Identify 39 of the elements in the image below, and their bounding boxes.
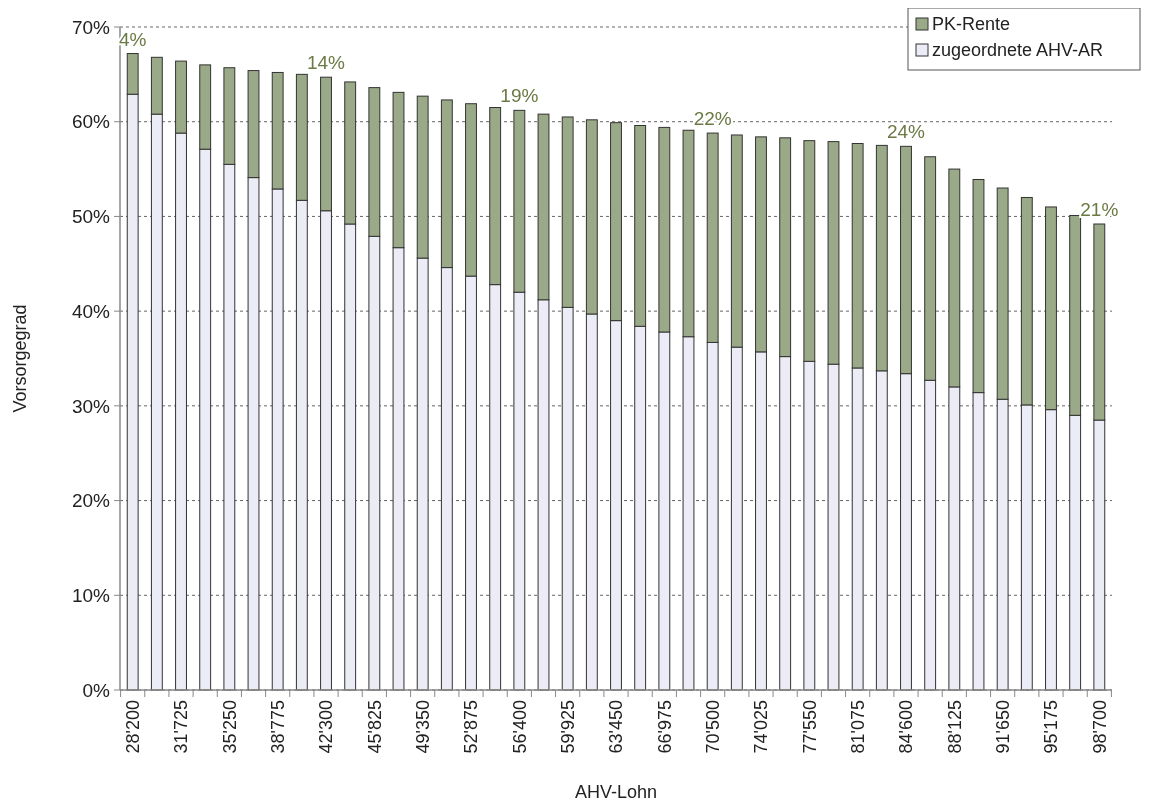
y-tick-label: 10%	[71, 584, 111, 606]
y-tick-label: 40%	[71, 300, 111, 322]
x-tick-label: 52'875	[461, 700, 482, 754]
data-label: 19%	[500, 85, 539, 107]
data-label: 21%	[1080, 199, 1119, 221]
x-tick-label: 56'400	[509, 700, 530, 754]
x-tick-label: 31'725	[171, 700, 192, 754]
legend-label: PK-Rente	[932, 14, 1011, 35]
x-tick-label: 74'025	[751, 700, 772, 754]
data-label: 24%	[886, 121, 926, 143]
x-tick-label: 70'500	[702, 700, 723, 754]
x-tick-label: 49'350	[412, 700, 433, 754]
y-tick-label: 70%	[71, 16, 111, 38]
data-label: 4%	[118, 28, 147, 50]
data-label: 14%	[307, 52, 346, 74]
x-tick-label: 81'075	[847, 700, 868, 754]
x-tick-label: 28'200	[122, 700, 143, 754]
x-tick-label: 77'550	[799, 700, 820, 754]
y-tick-label: 30%	[71, 395, 111, 417]
legend-label: zugeordnete AHV-AR	[932, 40, 1104, 61]
x-tick-label: 42'300	[316, 700, 337, 754]
x-tick-label: 35'250	[219, 700, 240, 754]
x-tick-label: 88'125	[944, 700, 965, 754]
x-tick-label: 84'600	[896, 700, 917, 754]
x-tick-label: 45'825	[364, 700, 385, 754]
x-tick-label: 98'700	[1089, 700, 1110, 754]
y-axis-title: Vorsorgegrad	[10, 304, 30, 413]
x-tick-label: 38'775	[267, 700, 288, 754]
x-tick-label: 59'925	[557, 700, 578, 754]
x-tick-label: 91'650	[992, 700, 1013, 754]
y-tick-label: 60%	[71, 111, 111, 133]
y-tick-label: 50%	[71, 206, 111, 228]
x-tick-label: 95'175	[1041, 700, 1062, 754]
x-tick-label: 66'975	[654, 700, 675, 754]
data-label: 22%	[693, 108, 732, 130]
y-tick-label: 0%	[82, 679, 111, 701]
y-tick-label: 20%	[71, 490, 111, 512]
x-tick-label: 63'450	[606, 700, 627, 754]
x-axis-title: AHV-Lohn	[574, 782, 658, 802]
